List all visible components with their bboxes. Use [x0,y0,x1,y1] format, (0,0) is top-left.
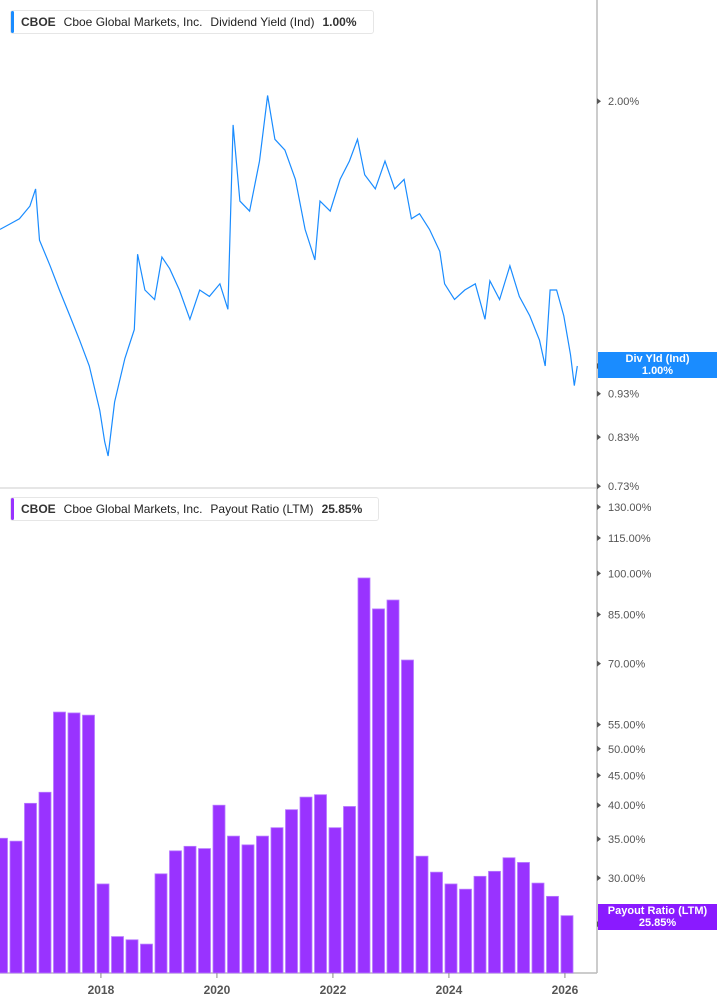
legend-ticker: CBOE [21,15,56,29]
y-tick-label: 0.73% [608,481,639,493]
payout-bar [372,608,385,974]
payout-bar [546,895,559,974]
payout-bar [357,577,371,974]
bottom-legend: CBOE Cboe Global Markets, Inc. Payout Rati… [10,497,380,521]
y-tick-label: 100.00% [608,568,652,580]
series-color-marker [11,498,14,520]
y-tick-mark [597,721,601,728]
y-tick-label: 130.00% [608,502,652,514]
y-tick-label: 85.00% [608,610,646,622]
payout-bar [212,804,226,974]
payout-bar [502,857,516,974]
payout-bar [299,796,313,974]
payout-bar [328,827,342,974]
payout-bar [169,850,182,974]
x-tick-label: 2018 [88,983,115,997]
payout-bar [517,862,530,974]
y-tick-mark [597,611,601,618]
y-tick-mark [597,504,601,511]
y-tick-mark [597,98,601,105]
payout-bar [473,875,487,974]
y-tick-mark [597,483,601,490]
tag-value: 25.85% [638,917,677,929]
legend-metric: Dividend Yield (Ind) [210,15,315,29]
y-tick-label: 0.83% [608,432,639,444]
payout-bar [140,943,153,974]
dividend-yield-line [0,95,578,457]
x-tick-label: 2020 [204,983,231,997]
payout-bar [415,855,429,974]
payout-bar [401,659,414,974]
payout-bar [96,883,110,974]
payout-bar [111,936,124,974]
legend-company: Cboe Global Markets, Inc. [63,15,203,29]
payout-bar [82,714,95,974]
y-tick-mark [597,802,601,809]
y-tick-mark [597,745,601,752]
x-tick-label: 2022 [320,983,347,997]
y-tick-label: 45.00% [608,770,646,782]
y-tick-mark [597,535,601,542]
payout-bar [183,845,197,974]
payout-bar [38,791,52,974]
tag-label: Div Yld (Ind) [625,353,690,365]
current-value-tag-payout: Payout Ratio (LTM) 25.85% [598,904,717,930]
y-tick-label: 40.00% [608,800,646,812]
current-value-tag-yield: Div Yld (Ind) 1.00% [598,352,717,378]
legend-ticker: CBOE [21,502,56,516]
top-legend: CBOE Cboe Global Markets, Inc. Dividend Yi… [10,10,374,34]
payout-bar [343,806,356,974]
y-tick-mark [597,835,601,842]
y-tick-label: 50.00% [608,744,646,756]
payout-bar [285,809,298,974]
y-tick-mark [597,772,601,779]
payout-bar [459,888,472,974]
y-tick-mark [597,390,601,397]
payout-bar [531,882,545,974]
payout-bar [9,840,23,974]
payout-bar [67,712,81,974]
y-tick-mark [597,875,601,881]
payout-bar [270,827,284,974]
payout-bar [24,802,37,974]
payout-bar [386,599,400,974]
payout-bar [198,848,211,974]
payout-bar [227,835,240,974]
series-color-marker [11,11,14,33]
y-tick-mark [597,434,601,441]
payout-bar [0,837,8,974]
payout-bar [430,871,443,974]
payout-bar [241,844,255,974]
legend-value: 1.00% [322,15,357,29]
payout-bar [488,870,501,974]
y-tick-label: 115.00% [608,533,651,545]
payout-bar [256,835,269,974]
legend-company: Cboe Global Markets, Inc. [63,502,203,516]
y-tick-label: 55.00% [608,720,646,732]
legend-metric: Payout Ratio (LTM) [210,502,314,516]
payout-bar [154,873,168,974]
payout-bar [444,883,458,974]
y-tick-label: 35.00% [608,834,646,846]
y-tick-label: 0.93% [608,389,639,401]
y-tick-label: 70.00% [608,659,646,671]
x-tick-label: 2026 [552,983,579,997]
y-tick-label: 2.00% [608,96,639,108]
x-tick-label: 2024 [436,983,463,997]
payout-bar [53,711,66,974]
y-tick-mark [597,570,601,577]
y-tick-label: 30.00% [608,873,646,885]
payout-bar [125,939,139,974]
legend-value: 25.85% [321,502,363,516]
tag-value: 1.00% [641,365,674,377]
payout-bar [314,794,327,974]
tag-label: Payout Ratio (LTM) [607,905,708,917]
y-tick-mark [597,660,601,667]
payout-bar [560,915,574,974]
